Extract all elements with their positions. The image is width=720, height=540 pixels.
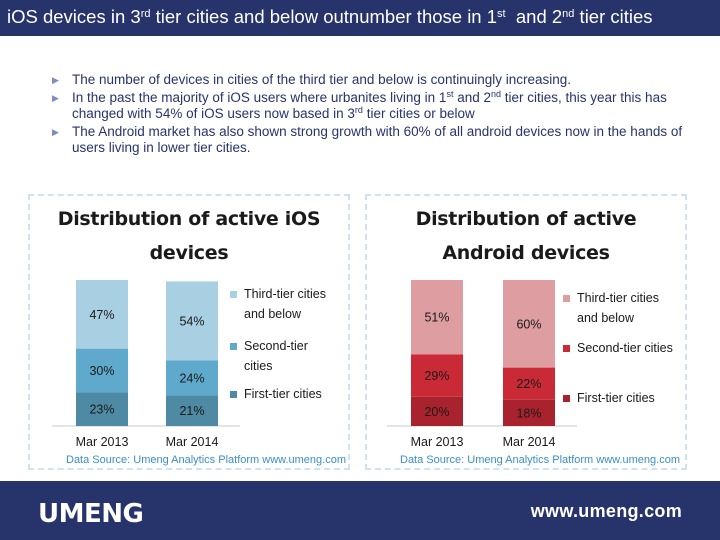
title-text-1: iOS devices in 3 [7,6,141,27]
bullet-text: The Android market has also shown strong… [72,124,683,155]
bullet-text: and 2 [453,90,491,105]
legend-swatch [563,295,570,302]
ios-chart-panel: Distribution of active iOS devices 23% 30… [28,194,350,470]
title-sup-rd: rd [140,8,151,20]
bar-segment-third-tier-cities-and-below [166,281,218,361]
bar-segment-first-tier-cities [166,395,218,426]
bullet-text: tier cities, this year this has changed … [72,90,667,121]
data-label: 51% [424,311,449,325]
android-legend: Third-tier cities and below Second-tier c… [563,288,685,418]
data-label: 18% [516,406,541,420]
x-tick-label: Mar 2014 [503,435,556,449]
bullet-sup: rd [354,105,363,115]
android-chart-title-line-2: Android devices [442,242,610,264]
data-label: 47% [89,308,114,322]
data-label: 29% [424,369,449,383]
bullet-arrow-icon: ▶ [52,127,59,137]
legend-label: Second-tier cities [244,339,308,373]
android-chart-title-line-1: Distribution of active [415,208,637,230]
bar-segment-second-tier-cities [503,367,555,400]
data-label: 21% [179,404,204,418]
bullet-text: The number of devices in cities of the t… [72,72,572,87]
ios-data-source: Data Source: Umeng Analytics Platform ww… [66,454,347,466]
data-label: 60% [516,317,541,331]
ios-chart-title-line-2: devices [149,242,229,264]
bullet-item: ▶ The number of devices in cities of the… [52,72,702,88]
bar-segment-third-tier-cities-and-below [411,280,463,355]
bullet-text: tier cities or below [362,106,475,121]
ios-chart-title-line-1: Distribution of active iOS [57,208,321,230]
bullet-item: ▶ In the past the majority of iOS users … [52,90,702,122]
bar-segment-first-tier-cities [503,399,555,426]
title-text-2: tier cities and below outnumber those in… [150,6,498,27]
title-sup-st: st [497,8,506,20]
bar-segment-first-tier-cities [76,392,128,426]
legend-label: Third-tier cities and below [244,287,326,321]
title-text-3: and 2 [505,6,563,27]
x-tick-label: Mar 2014 [166,435,219,449]
data-label: 20% [424,405,449,419]
ios-legend: Third-tier cities and below Second-tier ci… [230,284,348,414]
x-tick-label: Mar 2013 [76,435,129,449]
data-label: 54% [179,314,204,328]
title-sup-nd: nd [562,8,575,20]
bullet-arrow-icon: ▶ [52,75,59,85]
data-label: 24% [179,371,204,385]
footer-url[interactable]: www.umeng.com [530,501,682,521]
bullet-sup: st [446,89,454,99]
android-data-source: Data Source: Umeng Analytics Platform ww… [400,454,681,466]
title-bar: iOS devices in 3rd tier cities and below… [0,0,720,36]
umeng-logo: UMENG [38,499,144,527]
bullet-item: ▶ The Android market has also shown stro… [52,124,702,156]
android-chart-panel: Distribution of active Android devices 2… [365,194,687,470]
x-tick-label: Mar 2013 [411,435,464,449]
android-stacked-bar-chart: 20% 29% 51% Mar 2013 18% 22% 60% Mar 2014 [387,280,577,449]
legend-label: Second-tier cities [577,341,673,355]
legend-label: Third-tier cities and below [577,291,659,325]
legend-swatch [230,291,237,298]
legend-swatch [563,345,570,352]
legend-label: First-tier cities [577,391,655,405]
bullet-arrow-icon: ▶ [52,93,59,103]
data-label: 30% [89,364,114,378]
bar-segment-first-tier-cities [411,396,463,426]
bar-segment-third-tier-cities-and-below [76,280,128,349]
bar-segment-second-tier-cities [411,354,463,397]
data-label: 23% [89,403,114,417]
footer-bar: UMENG www.umeng.com [0,481,720,540]
svg-text:UMENG: UMENG [38,499,143,527]
bullet-list: ▶ The number of devices in cities of the… [52,72,702,158]
title-text-4: tier cities [574,6,653,27]
data-label: 22% [516,377,541,391]
ios-stacked-bar-chart: 23% 30% 47% Mar 2013 21% 24% 54% Mar 2014 [52,280,240,449]
page-title: iOS devices in 3rd tier cities and below… [7,6,653,28]
bar-segment-second-tier-cities [76,348,128,393]
bullet-text: In the past the majority of iOS users wh… [72,90,447,105]
legend-swatch [230,343,237,350]
legend-swatch [230,391,237,398]
bar-segment-second-tier-cities [166,360,218,396]
bar-segment-third-tier-cities-and-below [503,280,555,368]
legend-label: First-tier cities [244,387,322,401]
legend-swatch [563,395,570,402]
bullet-sup: nd [491,89,502,99]
